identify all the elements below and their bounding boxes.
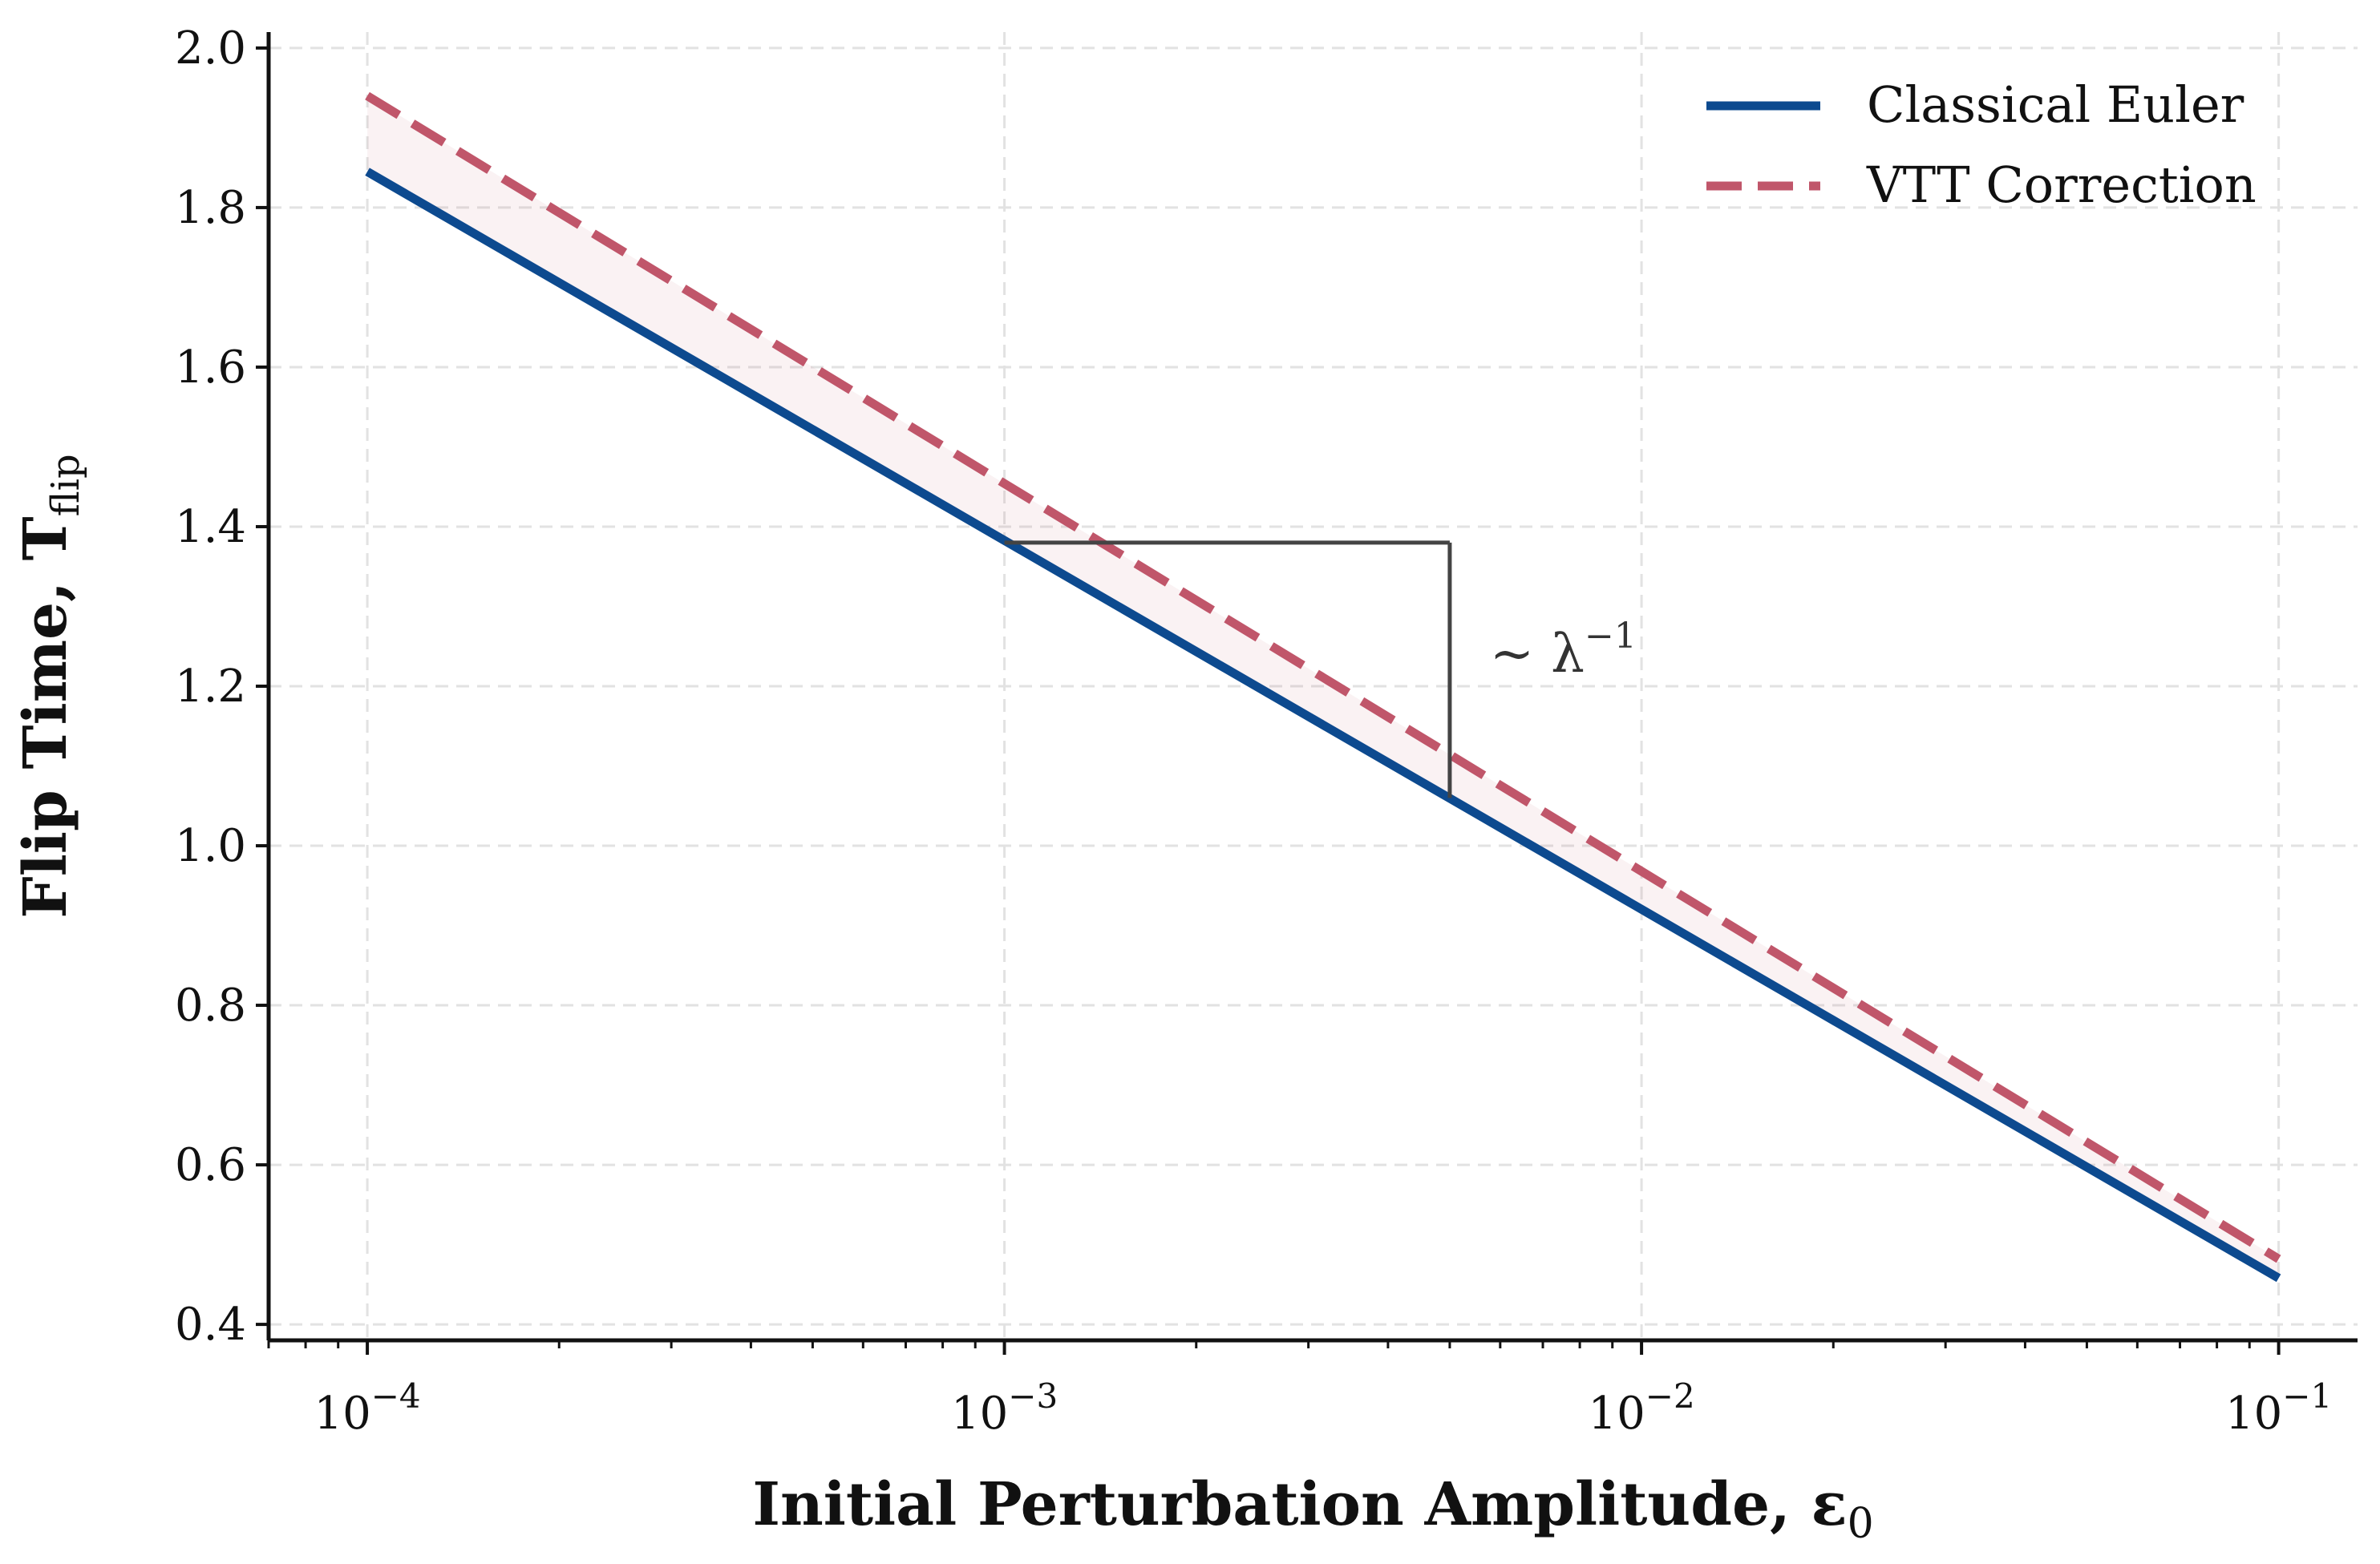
y-tick-label-1: 0.6 xyxy=(175,1139,246,1191)
series-layer xyxy=(365,91,2281,1283)
y-axis-ticks: 0.4 0.6 0.8 1.0 1.2 1.4 1.6 1.8 2.0 xyxy=(175,22,269,1351)
x-axis-title-text: Initial Perturbation Amplitude, ε xyxy=(752,1470,1847,1539)
y-tick-label-7: 1.8 xyxy=(175,182,246,234)
x-tick-label-3: 10−1 xyxy=(2225,1376,2332,1440)
slope-annotation: ~ λ−1 xyxy=(1490,616,1637,685)
y-tick-label-6: 1.6 xyxy=(175,341,246,394)
x-tick-label-0: 10−4 xyxy=(314,1376,420,1440)
x-tick-label-1: 10−3 xyxy=(951,1376,1058,1440)
x-tick-label-2: 10−2 xyxy=(1588,1376,1694,1440)
legend: Classical Euler VTT Correction xyxy=(1706,75,2257,214)
legend-label-0: Classical Euler xyxy=(1867,75,2244,134)
legend-label-1: VTT Correction xyxy=(1866,156,2257,214)
slope-annotation-text: ~ λ xyxy=(1490,623,1585,685)
y-tick-label-8: 2.0 xyxy=(175,22,246,75)
slope-annotation-exponent: −1 xyxy=(1585,616,1637,657)
slope-triangle xyxy=(1004,540,1452,798)
y-tick-label-2: 0.8 xyxy=(175,980,246,1032)
grid-lines xyxy=(269,32,2358,1340)
x-axis-title: Initial Perturbation Amplitude, ε0 xyxy=(752,1470,1873,1548)
series-line-vtt-correction xyxy=(365,91,2281,1263)
y-tick-label-4: 1.2 xyxy=(175,661,246,713)
y-axis-title-subscript: flip xyxy=(43,454,88,516)
y-tick-label-3: 1.0 xyxy=(175,820,246,872)
x-axis-title-subscript: 0 xyxy=(1848,1500,1874,1548)
series-line-classical-euler xyxy=(365,168,2281,1283)
x-axis-ticks: 10−4 10−3 10−2 10−1 xyxy=(314,1340,2332,1440)
y-axis-title: Flip Time, Tflip xyxy=(11,454,88,919)
y-tick-label-5: 1.4 xyxy=(175,501,246,553)
y-axis-title-text: Flip Time, T xyxy=(11,516,80,918)
y-tick-label-0: 0.4 xyxy=(175,1299,246,1351)
